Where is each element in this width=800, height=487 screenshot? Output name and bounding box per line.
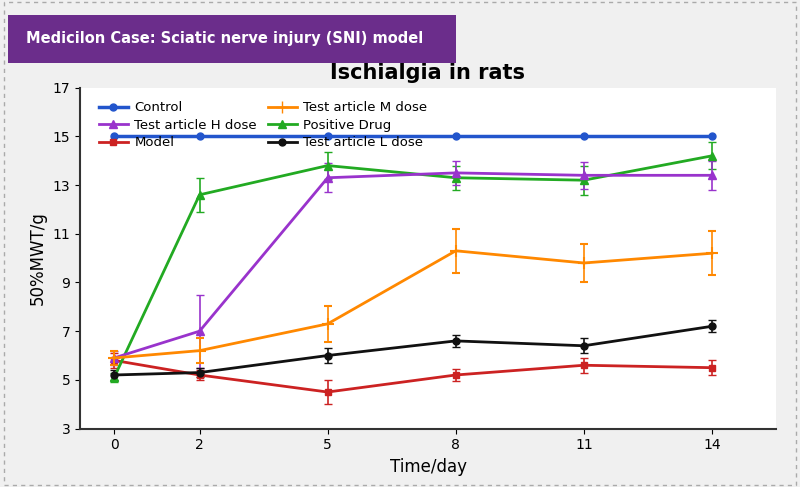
Legend: Control, Test article H dose, Model, Test article M dose, Positive Drug, Test ar: Control, Test article H dose, Model, Tes… [94, 96, 433, 155]
Y-axis label: 50%MWT/g: 50%MWT/g [29, 211, 47, 305]
Text: Medicilon Case: Sciatic nerve injury (SNI) model: Medicilon Case: Sciatic nerve injury (SN… [26, 32, 423, 46]
Title: Ischialgia in rats: Ischialgia in rats [330, 63, 526, 83]
FancyBboxPatch shape [0, 12, 478, 66]
X-axis label: Time/day: Time/day [390, 458, 466, 476]
